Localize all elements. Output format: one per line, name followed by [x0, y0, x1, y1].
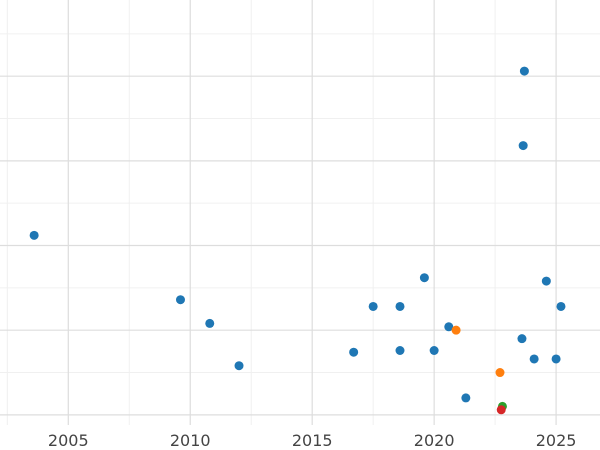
- data-point: [429, 345, 439, 355]
- data-point: [29, 230, 39, 240]
- data-point: [461, 393, 471, 403]
- data-point: [349, 347, 359, 357]
- x-tick-label: 2020: [414, 431, 455, 450]
- data-point: [495, 368, 505, 378]
- x-axis-tick-labels: 2005 2010 2015 2020 2025: [48, 431, 577, 450]
- x-tick-label: 2005: [48, 431, 89, 450]
- data-point: [234, 361, 244, 371]
- x-tick-label: 2015: [292, 431, 333, 450]
- data-point: [551, 354, 561, 364]
- data-point: [496, 405, 506, 415]
- data-point: [175, 295, 185, 305]
- data-point: [395, 301, 405, 311]
- data-points: [29, 66, 566, 415]
- data-point: [444, 322, 454, 332]
- x-tick-label: 2010: [170, 431, 211, 450]
- minor-gridlines: [0, 0, 600, 425]
- data-point: [451, 325, 461, 335]
- data-point: [541, 276, 551, 286]
- x-tick-label: 2025: [536, 431, 577, 450]
- data-point: [519, 66, 529, 76]
- data-point: [368, 301, 378, 311]
- data-point: [395, 345, 405, 355]
- data-point: [205, 318, 215, 328]
- major-gridlines: [0, 0, 600, 425]
- data-point: [529, 354, 539, 364]
- data-point: [556, 301, 566, 311]
- data-point: [419, 273, 429, 283]
- data-point: [518, 141, 528, 151]
- data-point: [517, 334, 527, 344]
